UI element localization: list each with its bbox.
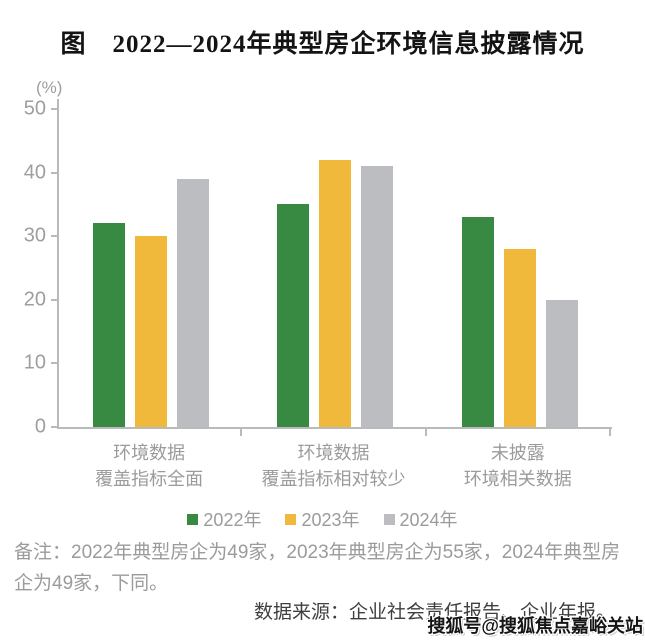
bar-2022年-c3 bbox=[461, 217, 494, 427]
x-axis-labels: 环境数据 覆盖指标全面 环境数据 覆盖指标相对较少 未披露 环境相关数据 bbox=[57, 440, 610, 492]
legend-label: 2024年 bbox=[399, 510, 458, 530]
x-category-label: 未披露 环境相关数据 bbox=[426, 440, 610, 492]
x-category-label: 环境数据覆盖指标全面 bbox=[57, 440, 241, 492]
legend-item: 2023年 bbox=[285, 506, 360, 532]
x-category-label-line: 未披露 bbox=[490, 443, 545, 463]
y-tick-label: 10 bbox=[23, 351, 46, 374]
bar-2024年-c1 bbox=[177, 178, 210, 427]
note-text: 备注：2022年典型房企为49家，2023年典型房企为55家，2024年典型房企… bbox=[14, 542, 621, 594]
x-category-label-line: 环境相关数据 bbox=[463, 469, 572, 489]
bar-2022年-c1 bbox=[93, 223, 126, 427]
bar-group bbox=[428, 109, 612, 427]
watermark-text: 搜狐号@搜狐焦点嘉峪关站 bbox=[427, 616, 643, 636]
plot-area bbox=[57, 109, 612, 429]
chart-title: 图 2022—2024年典型房企环境信息披露情况 bbox=[60, 31, 585, 58]
bar-2023年-c2 bbox=[319, 159, 352, 427]
legend-swatch bbox=[383, 513, 395, 525]
y-tick-mark bbox=[51, 108, 57, 110]
y-tick-mark bbox=[51, 171, 57, 174]
y-tick-mark bbox=[51, 235, 57, 238]
x-category-label-line: 环境数据 bbox=[297, 443, 370, 463]
bar-2023年-c1 bbox=[135, 236, 168, 427]
y-axis-unit-label: (%) bbox=[36, 78, 63, 97]
legend: 2022年 2023年 2024年 bbox=[0, 506, 645, 532]
y-tick-label: 30 bbox=[23, 224, 46, 247]
legend-item: 2024年 bbox=[383, 506, 458, 532]
legend-swatch bbox=[285, 513, 297, 525]
x-category-label-line: 覆盖指标全面 bbox=[95, 469, 204, 489]
legend-swatch bbox=[187, 513, 199, 525]
legend-label: 2023年 bbox=[301, 510, 360, 530]
y-tick-label: 0 bbox=[34, 415, 46, 438]
bar-group bbox=[243, 109, 427, 427]
x-tick-mark bbox=[424, 429, 427, 436]
source-text: 数据来源：企业社会责任报告、企业年报。 bbox=[253, 602, 615, 623]
y-tick-mark bbox=[51, 426, 57, 428]
y-tick-mark bbox=[51, 362, 57, 365]
y-tick-mark bbox=[51, 298, 57, 301]
legend-item: 2022年 bbox=[187, 506, 261, 532]
y-tick-label: 40 bbox=[23, 161, 46, 184]
bar-2023年-c3 bbox=[503, 248, 536, 427]
x-category-label-line: 覆盖指标相对较少 bbox=[261, 469, 406, 489]
x-tick-mark bbox=[609, 429, 611, 436]
bar-2022年-c2 bbox=[277, 204, 310, 427]
y-tick-label: 20 bbox=[23, 288, 46, 311]
bar-2024年-c2 bbox=[361, 166, 394, 427]
x-category-label: 环境数据覆盖指标相对较少 bbox=[241, 440, 425, 492]
legend-label: 2022年 bbox=[203, 510, 262, 530]
y-axis-line-extension bbox=[57, 99, 59, 109]
y-tick-label: 50 bbox=[23, 97, 46, 120]
x-tick-mark bbox=[240, 429, 243, 436]
bar-2024年-c3 bbox=[545, 299, 578, 427]
x-category-label-line: 环境数据 bbox=[113, 443, 186, 463]
bar-group bbox=[59, 109, 243, 427]
